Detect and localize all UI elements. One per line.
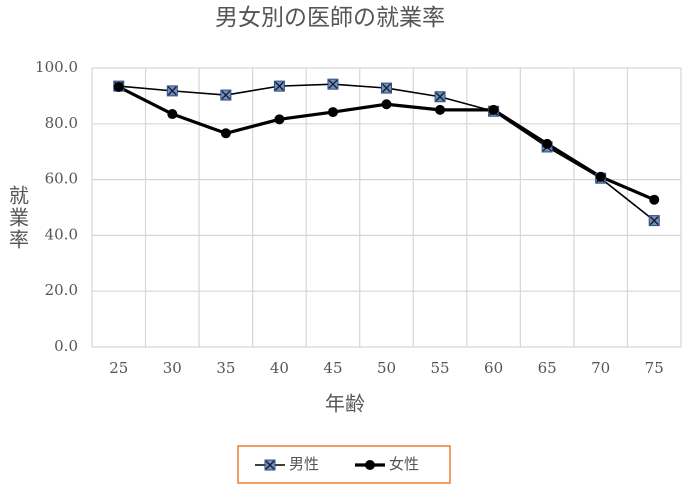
marker-cross — [221, 90, 231, 100]
marker — [273, 80, 285, 92]
marker-cross — [274, 81, 284, 91]
y-tick-label: 0.0 — [54, 337, 78, 355]
marker — [648, 215, 660, 227]
marker — [365, 460, 375, 470]
chart-title: 男女別の医師の就業率 — [215, 5, 445, 31]
marker — [220, 128, 231, 139]
legend-label: 女性 — [389, 455, 419, 473]
legend-box — [237, 445, 451, 484]
marker — [220, 89, 232, 101]
marker — [264, 459, 276, 471]
marker — [435, 104, 446, 115]
marker-cross — [265, 460, 275, 470]
x-tick-label: 35 — [216, 359, 235, 377]
x-tick-label: 25 — [109, 359, 128, 377]
marker-cross — [382, 83, 391, 93]
x-axis-label: 年齢 — [325, 392, 365, 416]
marker — [488, 104, 499, 115]
x-tick-label: 60 — [484, 359, 503, 377]
marker-cross — [328, 79, 338, 89]
x-tick-label: 70 — [591, 359, 610, 377]
x-tick-label: 55 — [430, 359, 449, 377]
y-tick-label: 60.0 — [45, 170, 78, 188]
marker — [542, 138, 553, 149]
x-tick-label: 45 — [323, 359, 342, 377]
x-tick-label: 30 — [163, 359, 182, 377]
y-axis-label: 就業率 — [6, 185, 30, 251]
marker — [327, 78, 339, 90]
y-tick-label: 40.0 — [45, 225, 78, 243]
marker-cross — [167, 86, 177, 96]
y-tick-label: 100.0 — [35, 58, 78, 76]
x-tick-label: 40 — [270, 359, 289, 377]
marker — [167, 109, 178, 120]
legend-label: 男性 — [289, 455, 319, 473]
y-tick-label: 80.0 — [45, 114, 78, 132]
x-tick-label: 50 — [377, 359, 396, 377]
x-tick-label: 75 — [645, 359, 664, 377]
marker — [327, 107, 338, 118]
marker-cross — [649, 216, 659, 226]
marker — [274, 114, 285, 125]
marker — [434, 91, 446, 103]
marker — [381, 82, 392, 94]
marker — [595, 171, 606, 182]
marker-cross — [435, 92, 445, 102]
marker — [381, 99, 392, 110]
marker — [649, 194, 660, 205]
x-tick-label: 65 — [538, 359, 557, 377]
marker — [166, 85, 178, 97]
marker — [113, 81, 124, 92]
y-tick-label: 20.0 — [45, 281, 78, 299]
